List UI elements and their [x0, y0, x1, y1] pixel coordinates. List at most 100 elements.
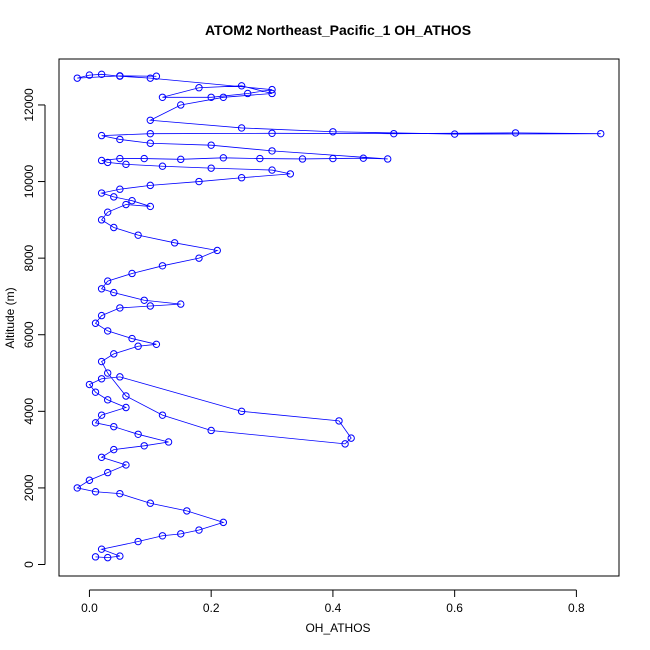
data-point: [383, 155, 392, 163]
data-point: [110, 350, 118, 358]
data-point: [146, 202, 155, 211]
data-point: [110, 193, 118, 201]
data-point: [97, 131, 106, 140]
data-point: [152, 72, 161, 80]
data-point: [268, 147, 276, 155]
data-point: [146, 181, 155, 190]
x-tick-label: 0.4: [325, 601, 342, 615]
data-point: [110, 223, 118, 232]
data-point: [103, 277, 112, 285]
data-point: [237, 407, 246, 416]
data-point: [122, 160, 130, 169]
data-point: [122, 403, 130, 412]
y-tick-label: 12000: [22, 88, 36, 122]
data-point: [146, 129, 155, 138]
x-tick-label: 0.8: [568, 601, 585, 615]
data-point: [146, 302, 155, 310]
data-point: [97, 375, 106, 383]
data-point: [158, 93, 167, 101]
data-point: [116, 373, 124, 381]
data-point: [268, 85, 276, 94]
data-point: [85, 71, 94, 79]
data-point: [122, 200, 130, 209]
data-point: [110, 422, 118, 431]
x-tick-label: 0.6: [446, 601, 463, 615]
data-point: [122, 392, 130, 400]
data-point: [103, 396, 112, 404]
data-point: [268, 129, 276, 137]
data-point: [110, 445, 118, 454]
data-point: [140, 442, 148, 450]
y-tick-label: 4000: [22, 398, 36, 425]
y-axis: 0 2000 4000 6000 8000 10000 12000: [22, 88, 46, 568]
data-point: [97, 411, 106, 419]
data-point: [329, 154, 337, 163]
data-point: [298, 155, 307, 163]
data-point: [177, 530, 185, 538]
data-point: [140, 154, 148, 163]
data-point: [286, 170, 295, 178]
x-axis: 0.0 0.2 0.4 0.6 0.8: [81, 589, 585, 615]
y-tick-label: 2000: [22, 474, 36, 501]
y-axis-label: Altitude (m): [3, 287, 17, 348]
data-point: [164, 438, 173, 446]
data-point: [97, 311, 106, 320]
data-point: [73, 484, 81, 492]
data-point: [97, 453, 106, 461]
data-point: [85, 380, 94, 389]
data-point: [116, 552, 124, 560]
data-point: [116, 185, 124, 193]
data-point: [237, 124, 246, 132]
data-point: [97, 70, 106, 79]
data-point: [103, 553, 112, 562]
y-tick-label: 10000: [22, 165, 36, 199]
data-point: [195, 84, 203, 92]
data-point: [207, 141, 215, 149]
data-point: [91, 419, 100, 427]
data-point: [219, 93, 228, 101]
data-point: [122, 461, 130, 469]
data-point: [597, 129, 605, 138]
y-tick-label: 8000: [22, 244, 36, 271]
data-point: [140, 296, 148, 304]
data-point: [183, 507, 191, 515]
data-point: [128, 196, 136, 205]
data-point: [134, 231, 142, 239]
data-point: [116, 72, 124, 80]
data-point: [91, 388, 100, 396]
data-point: [116, 304, 124, 312]
data-point: [134, 342, 142, 350]
data-point: [97, 189, 106, 197]
data-point: [103, 327, 112, 335]
data-point: [158, 532, 167, 540]
data-point: [268, 89, 276, 98]
data-point: [347, 434, 355, 442]
data-point: [237, 82, 246, 90]
x-tick-label: 0.0: [81, 601, 98, 615]
data-point: [91, 553, 100, 561]
data-point: [237, 174, 246, 182]
data-point: [97, 545, 106, 553]
y-tick-label: 6000: [22, 321, 36, 348]
data-point: [158, 262, 167, 270]
data-point: [134, 537, 142, 546]
data-point: [103, 369, 112, 377]
data-point: [256, 154, 264, 163]
data-point: [359, 154, 368, 162]
data-point: [268, 166, 276, 174]
data-point: [219, 518, 228, 527]
data-point: [195, 526, 203, 534]
data-point: [116, 154, 124, 163]
data-point: [341, 440, 349, 448]
data-point: [91, 488, 100, 496]
data-point: [116, 135, 124, 144]
data-point: [213, 246, 221, 255]
data-point: [97, 357, 106, 366]
data-point: [97, 216, 106, 224]
data-point: [177, 300, 185, 308]
data-point: [146, 139, 155, 147]
data-point: [158, 162, 167, 170]
data-point: [243, 89, 252, 98]
